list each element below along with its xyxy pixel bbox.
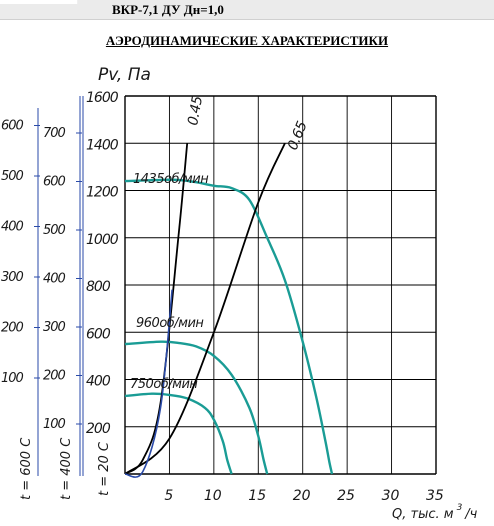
extra-axis-tick: 600 xyxy=(43,175,66,190)
chart-grid: 200 400 600 800 1000 1200 1400 1600 5 10 15 20 25 30 3… xyxy=(86,65,478,522)
extra-axis-tick: 500 xyxy=(1,169,24,184)
y-tick-label: 200 xyxy=(86,421,111,437)
x-tick-label: 30 xyxy=(382,488,400,504)
y-tick-label: 800 xyxy=(86,279,111,295)
x-axis-title: Q, тыс. м 3/ч xyxy=(392,503,478,522)
y-tick-label: 600 xyxy=(86,326,111,342)
pressure-curve xyxy=(124,392,233,475)
y-tick-label: 1600 xyxy=(86,90,119,106)
efficiency-line xyxy=(124,142,286,475)
curve-label: 750об/мин xyxy=(130,377,198,392)
extra-axis-tick: 300 xyxy=(1,270,24,285)
curve-label: 0.45 xyxy=(185,95,206,127)
header-title: ВКР-7,1 ДУ Дн=1,0 xyxy=(112,2,224,17)
y-axis-title: Pv, Па xyxy=(98,65,151,85)
extra-axis-tick: 200 xyxy=(1,321,24,336)
curve-label: 1435об/мин xyxy=(133,172,209,187)
extra-axis-label: t = 20 С xyxy=(97,441,112,496)
extra-axis-tick: 400 xyxy=(1,220,24,235)
extra-axis-tick: 600 xyxy=(1,119,24,134)
extra-axis-tick: 100 xyxy=(1,371,24,386)
x-tick-label: 25 xyxy=(337,488,355,504)
extra-axes: t = 20 С t = 400 С 100 200 300 400 500 600 700 t … xyxy=(1,96,112,500)
chart-curves xyxy=(124,142,334,478)
extra-axis-label: t = 600 С xyxy=(19,437,34,500)
extra-axis-tick: 100 xyxy=(43,417,66,432)
y-tick-label: 1000 xyxy=(86,232,119,248)
x-tick-label: 20 xyxy=(293,488,311,504)
y-tick-label: 1200 xyxy=(86,185,119,201)
y-tick-label: 1400 xyxy=(86,137,119,153)
chart-labels: 1435об/мин 960об/мин 750об/мин 0.45 0.65 xyxy=(0,0,311,392)
x-tick-label: 5 xyxy=(164,488,173,504)
extra-axis-tick: 400 xyxy=(43,272,66,287)
y-tick-label: 400 xyxy=(86,374,111,390)
curve-label-bg xyxy=(0,0,70,4)
curve-label: 960об/мин xyxy=(136,316,204,331)
pressure-curve xyxy=(124,178,334,475)
extra-axis-label: t = 400 С xyxy=(59,437,74,500)
start-line xyxy=(124,289,173,478)
header-bar: ВКР-7,1 ДУ Дн=1,0 xyxy=(0,0,494,20)
extra-axis-tick: 500 xyxy=(43,223,66,238)
pressure-curve xyxy=(124,340,269,475)
x-tick-label: 10 xyxy=(204,488,222,504)
x-tick-label: 35 xyxy=(426,488,444,504)
extra-axis-tick: 300 xyxy=(43,320,66,335)
extra-axis-tick: 200 xyxy=(43,369,66,384)
x-tick-label: 15 xyxy=(248,488,266,504)
curve-label: 0.65 xyxy=(285,119,311,153)
extra-axis-tick: 700 xyxy=(43,126,66,141)
chart-main-title: АЭРОДИНАМИЧЕСКИЕ ХАРАКТЕРИСТИКИ xyxy=(105,33,389,48)
